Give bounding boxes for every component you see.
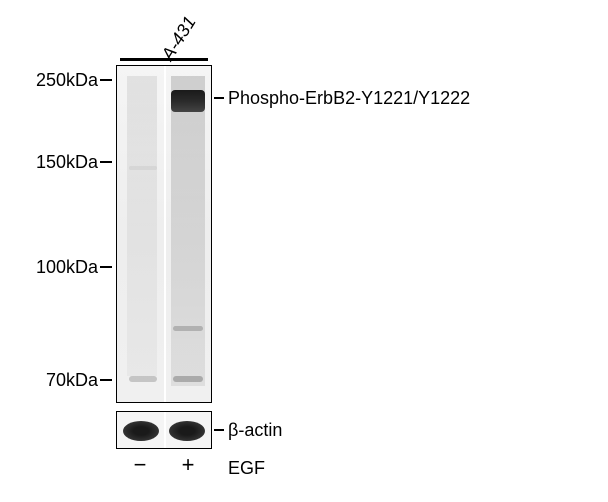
sample-label: A-431 xyxy=(157,13,200,65)
treatment-lane2: + xyxy=(178,452,198,478)
treatment-name: EGF xyxy=(228,458,265,479)
western-blot-figure: A-431 250kDa 150kDa 100kDa 70kDa Phospho… xyxy=(0,0,608,502)
lane2-smear xyxy=(171,76,205,386)
mw-tick-150 xyxy=(100,161,112,163)
lane1-faint-band-2 xyxy=(129,166,157,170)
mw-tick-250 xyxy=(100,79,112,81)
target-band-label: Phospho-ErbB2-Y1221/Y1222 xyxy=(228,88,470,109)
mw-tick-100 xyxy=(100,266,112,268)
mw-tick-70 xyxy=(100,379,112,381)
lane1-faint-band-1 xyxy=(129,376,157,382)
lane2-faint-band-2 xyxy=(173,376,203,382)
mw-label-150: 150kDa xyxy=(36,152,98,173)
lane-1-main xyxy=(123,66,161,402)
lane-2-main xyxy=(169,66,207,402)
actin-band-lane1 xyxy=(123,421,159,441)
mw-label-250: 250kDa xyxy=(36,70,98,91)
lane1-smear xyxy=(127,76,157,376)
sample-bar xyxy=(120,58,208,61)
blot-actin xyxy=(116,411,212,449)
actin-band-label: β-actin xyxy=(228,420,282,441)
actin-band-tick xyxy=(214,429,224,431)
mw-label-70: 70kDa xyxy=(46,370,98,391)
lane2-faint-band-1 xyxy=(173,326,203,331)
mw-label-100: 100kDa xyxy=(36,257,98,278)
lane-divider-actin xyxy=(164,412,166,448)
actin-band-lane2 xyxy=(169,421,205,441)
target-band-tick xyxy=(214,97,224,99)
blot-main xyxy=(116,65,212,403)
target-band-lane2 xyxy=(171,90,205,112)
treatment-lane1: − xyxy=(130,452,150,478)
lane-divider-main xyxy=(164,66,166,402)
